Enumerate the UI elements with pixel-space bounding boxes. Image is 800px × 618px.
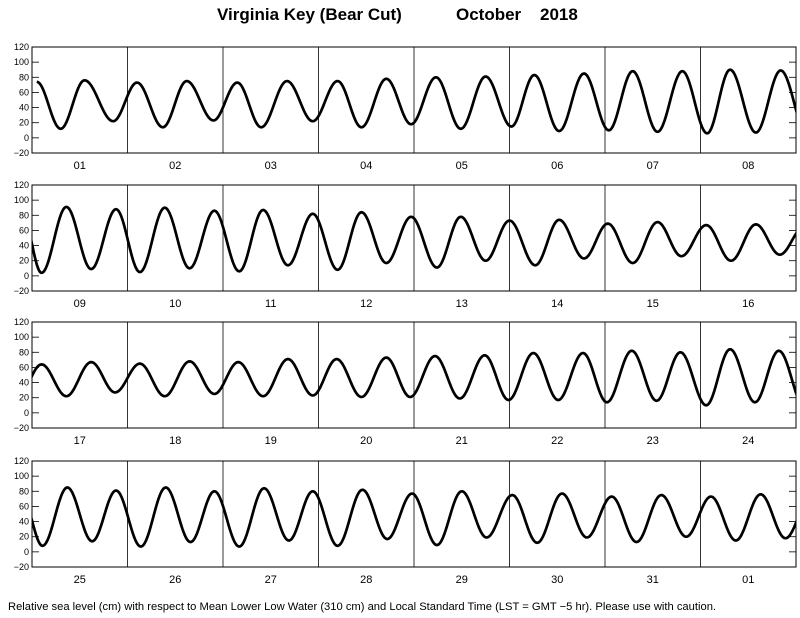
day-label: 06 bbox=[551, 160, 563, 172]
y-tick-label: 80 bbox=[19, 210, 29, 220]
y-tick-label: 100 bbox=[14, 195, 29, 205]
day-label: 26 bbox=[169, 574, 181, 586]
panel-frame bbox=[31, 321, 797, 429]
day-label: 14 bbox=[551, 298, 563, 310]
title-year: 2018 bbox=[540, 5, 578, 24]
title-month: October bbox=[456, 5, 522, 24]
day-label: 03 bbox=[265, 160, 277, 172]
day-label: 13 bbox=[456, 298, 468, 310]
day-label: 02 bbox=[169, 160, 181, 172]
y-tick-label: 80 bbox=[19, 72, 29, 82]
day-label: 24 bbox=[742, 435, 754, 447]
day-label: 25 bbox=[74, 574, 86, 586]
day-label: 23 bbox=[647, 435, 659, 447]
y-tick-label: 60 bbox=[19, 362, 29, 372]
day-label: 19 bbox=[265, 435, 277, 447]
chart-title: Virginia Key (Bear Cut) October 2018 bbox=[0, 5, 800, 29]
day-label: 10 bbox=[169, 298, 181, 310]
y-tick-label: −20 bbox=[14, 286, 29, 296]
panel-frame bbox=[31, 46, 797, 154]
y-tick-label: 120 bbox=[14, 42, 29, 52]
y-tick-label: 20 bbox=[19, 256, 29, 266]
day-label: 20 bbox=[360, 435, 372, 447]
panel-4: 120 100 80 60 40 20 0 −20 25 26 27 28 29 30 31 01 bbox=[14, 456, 797, 586]
station-name: Virginia Key (Bear Cut) bbox=[217, 5, 402, 24]
chart-caption: Relative sea level (cm) with respect to … bbox=[8, 601, 717, 613]
y-tick-label: −20 bbox=[14, 423, 29, 433]
y-tick-label: 0 bbox=[24, 133, 29, 143]
day-label: 04 bbox=[360, 160, 372, 172]
day-label: 09 bbox=[74, 298, 86, 310]
day-label: 01 bbox=[74, 160, 86, 172]
y-tick-label: 40 bbox=[19, 241, 29, 251]
day-label: 16 bbox=[742, 298, 754, 310]
y-tick-label: 120 bbox=[14, 317, 29, 327]
panel-3: 120 100 80 60 40 20 0 −20 17 18 19 20 21 22 23 24 bbox=[14, 317, 797, 447]
y-tick-label: −20 bbox=[14, 562, 29, 572]
day-label: 21 bbox=[456, 435, 468, 447]
y-tick-label: 20 bbox=[19, 118, 29, 128]
day-label: 08 bbox=[742, 160, 754, 172]
panel-2: 120 100 80 60 40 20 0 −20 09 10 11 12 13 14 15 16 bbox=[14, 180, 797, 310]
y-tick-label: 100 bbox=[14, 57, 29, 67]
day-label: 30 bbox=[551, 574, 563, 586]
y-tick-label: 100 bbox=[14, 471, 29, 481]
day-label: 01 bbox=[742, 574, 754, 586]
day-label: 07 bbox=[647, 160, 659, 172]
y-tick-label: 20 bbox=[19, 393, 29, 403]
y-tick-label: 120 bbox=[14, 456, 29, 466]
day-label: 31 bbox=[647, 574, 659, 586]
y-tick-label: 80 bbox=[19, 347, 29, 357]
day-label: 27 bbox=[265, 574, 277, 586]
y-tick-label: 60 bbox=[19, 87, 29, 97]
tide-curve bbox=[32, 486, 796, 548]
tide-curve bbox=[32, 347, 796, 407]
day-label: 18 bbox=[169, 435, 181, 447]
day-label: 11 bbox=[265, 298, 276, 310]
y-tick-label: 0 bbox=[24, 408, 29, 418]
day-label: 28 bbox=[360, 574, 372, 586]
y-tick-label: 80 bbox=[19, 486, 29, 496]
panel-1: 120 100 80 60 40 20 0 −20 01 02 03 04 05 06 07 08 bbox=[14, 42, 797, 172]
y-tick-label: 120 bbox=[14, 180, 29, 190]
y-tick-label: 40 bbox=[19, 103, 29, 113]
tide-curve bbox=[32, 205, 796, 275]
day-label: 29 bbox=[456, 574, 468, 586]
y-tick-label: 0 bbox=[24, 271, 29, 281]
day-label: 22 bbox=[551, 435, 563, 447]
day-label: 15 bbox=[647, 298, 659, 310]
tide-curve bbox=[36, 68, 796, 135]
day-label: 12 bbox=[360, 298, 372, 310]
y-tick-label: 0 bbox=[24, 547, 29, 557]
day-label: 05 bbox=[456, 160, 468, 172]
y-tick-label: 60 bbox=[19, 225, 29, 235]
y-tick-label: −20 bbox=[14, 148, 29, 158]
y-tick-label: 40 bbox=[19, 517, 29, 527]
y-tick-label: 40 bbox=[19, 378, 29, 388]
y-tick-label: 100 bbox=[14, 332, 29, 342]
y-tick-label: 60 bbox=[19, 501, 29, 511]
panel-frame bbox=[31, 460, 797, 568]
panel-frame bbox=[31, 184, 797, 292]
day-label: 17 bbox=[74, 435, 86, 447]
y-tick-label: 20 bbox=[19, 532, 29, 542]
